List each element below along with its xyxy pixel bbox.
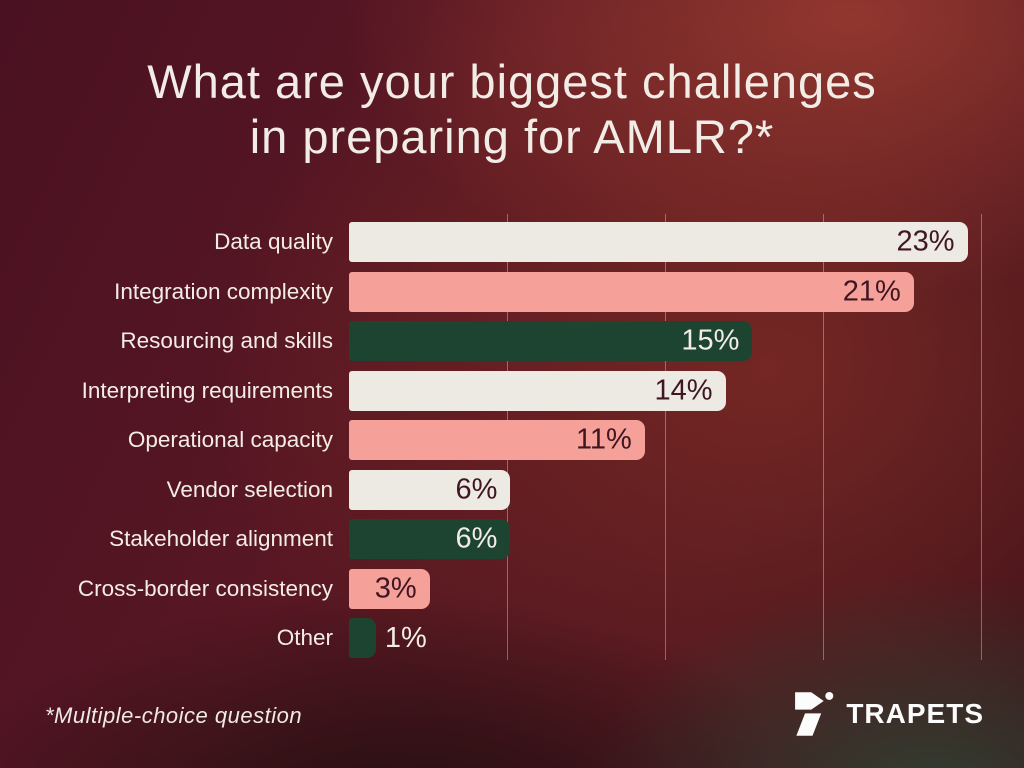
footnote: *Multiple-choice question <box>45 703 303 728</box>
category-label: Interpreting requirements <box>81 377 333 403</box>
gridline <box>981 214 982 660</box>
bar-rows: Data quality 23% Integration complexity 21%… <box>45 222 981 658</box>
bar-chart: Data quality 23% Integration complexity 21%… <box>45 214 982 660</box>
value-label: 6% <box>455 522 498 555</box>
value-label: 23% <box>896 225 955 258</box>
value-label: 21% <box>842 275 901 307</box>
bar-track: 15% <box>349 321 981 361</box>
bar-track: 23% <box>349 222 981 262</box>
brand-logo: TRAPETS <box>795 691 984 737</box>
bar: 21% <box>349 271 914 312</box>
brand-name: TRAPETS <box>846 698 984 729</box>
trapets-seven-mark-icon <box>795 691 835 737</box>
chart-row: Vendor selection 6% <box>45 469 981 510</box>
bar: 23% <box>349 222 968 262</box>
bar-track: 21% <box>349 271 981 312</box>
value-label: 11% <box>575 423 632 456</box>
bar: 3% <box>349 568 430 609</box>
category-label: Stakeholder alignment <box>109 526 333 551</box>
chart-row: Interpreting requirements 14% <box>45 370 981 411</box>
chart-row: Operational capacity 11% <box>45 420 981 460</box>
bar-track: 11% <box>349 420 981 460</box>
bar: 14% <box>349 370 726 411</box>
chart-row: Integration complexity 21% <box>45 271 981 312</box>
bar-track: 1% <box>349 618 981 658</box>
value-label: 1% <box>384 621 427 654</box>
chart-row: Data quality 23% <box>45 222 981 262</box>
category-label: Integration complexity <box>114 278 333 304</box>
chart-title-line-2: in preparing for AMLR?* <box>249 110 775 163</box>
value-label: 15% <box>681 324 740 357</box>
chart-row: Other 1% <box>45 618 981 658</box>
category-label: Vendor selection <box>166 476 333 502</box>
value-label: 14% <box>654 374 713 406</box>
bar-track: 6% <box>349 519 981 559</box>
bar-track: 3% <box>349 568 981 609</box>
chart-row: Resourcing and skills 15% <box>45 321 981 361</box>
value-label: 6% <box>455 473 498 505</box>
chart-row: Cross-border consistency 3% <box>45 568 981 609</box>
bar: 15% <box>349 321 753 361</box>
bar-track: 14% <box>349 370 981 411</box>
chart-title: What are your biggest challenges in prep… <box>0 54 1024 164</box>
bar: 6% <box>349 519 511 559</box>
bar: 11% <box>349 420 645 460</box>
bar <box>349 618 376 658</box>
bar-track: 6% <box>349 469 981 510</box>
category-label: Data quality <box>214 229 333 254</box>
category-label: Operational capacity <box>127 427 333 452</box>
value-label: 3% <box>374 572 417 604</box>
chart-title-line-1: What are your biggest challenges <box>147 55 877 108</box>
bar: 6% <box>349 469 511 510</box>
category-label: Other <box>276 625 333 650</box>
chart-row: Stakeholder alignment 6% <box>45 519 981 559</box>
category-label: Resourcing and skills <box>120 328 333 353</box>
category-label: Cross-border consistency <box>77 575 333 601</box>
